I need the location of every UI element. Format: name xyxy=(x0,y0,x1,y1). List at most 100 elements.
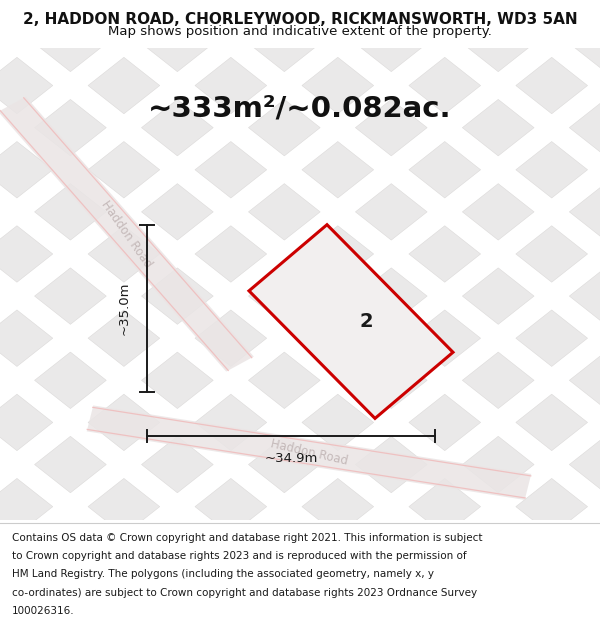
Polygon shape xyxy=(463,352,534,409)
Polygon shape xyxy=(569,352,600,409)
Polygon shape xyxy=(248,184,320,240)
Text: to Crown copyright and database rights 2023 and is reproduced with the permissio: to Crown copyright and database rights 2… xyxy=(12,551,467,561)
Polygon shape xyxy=(88,0,160,29)
Polygon shape xyxy=(35,436,106,492)
Polygon shape xyxy=(409,394,481,451)
Polygon shape xyxy=(302,141,374,198)
Polygon shape xyxy=(88,562,160,619)
Polygon shape xyxy=(88,58,160,114)
Polygon shape xyxy=(516,562,587,619)
Polygon shape xyxy=(35,99,106,156)
Polygon shape xyxy=(409,58,481,114)
Polygon shape xyxy=(355,436,427,492)
Polygon shape xyxy=(248,15,320,72)
Polygon shape xyxy=(409,478,481,535)
Polygon shape xyxy=(248,521,320,577)
Polygon shape xyxy=(516,310,587,366)
Polygon shape xyxy=(355,352,427,409)
Polygon shape xyxy=(463,268,534,324)
Polygon shape xyxy=(88,394,160,451)
Polygon shape xyxy=(195,394,267,451)
Polygon shape xyxy=(463,15,534,72)
Polygon shape xyxy=(569,521,600,577)
Polygon shape xyxy=(195,310,267,366)
Polygon shape xyxy=(142,352,213,409)
Text: 2, HADDON ROAD, CHORLEYWOOD, RICKMANSWORTH, WD3 5AN: 2, HADDON ROAD, CHORLEYWOOD, RICKMANSWOR… xyxy=(23,12,577,27)
Polygon shape xyxy=(409,0,481,29)
Polygon shape xyxy=(355,521,427,577)
Polygon shape xyxy=(142,15,213,72)
Polygon shape xyxy=(569,15,600,72)
Polygon shape xyxy=(0,394,53,451)
Polygon shape xyxy=(0,310,53,366)
Polygon shape xyxy=(409,310,481,366)
Polygon shape xyxy=(302,562,374,619)
Text: co-ordinates) are subject to Crown copyright and database rights 2023 Ordnance S: co-ordinates) are subject to Crown copyr… xyxy=(12,588,477,598)
Polygon shape xyxy=(516,141,587,198)
Polygon shape xyxy=(0,562,53,619)
Polygon shape xyxy=(516,478,587,535)
Polygon shape xyxy=(463,436,534,492)
Polygon shape xyxy=(249,224,453,418)
Polygon shape xyxy=(0,0,53,29)
Polygon shape xyxy=(248,268,320,324)
Polygon shape xyxy=(35,15,106,72)
Polygon shape xyxy=(35,352,106,409)
Polygon shape xyxy=(195,0,267,29)
Polygon shape xyxy=(569,99,600,156)
Polygon shape xyxy=(302,226,374,282)
Polygon shape xyxy=(302,58,374,114)
Polygon shape xyxy=(569,268,600,324)
Polygon shape xyxy=(302,310,374,366)
Polygon shape xyxy=(142,99,213,156)
Text: Haddon Road: Haddon Road xyxy=(98,198,154,270)
Polygon shape xyxy=(88,478,160,535)
Text: Haddon Road: Haddon Road xyxy=(269,438,349,468)
Polygon shape xyxy=(355,184,427,240)
Polygon shape xyxy=(142,521,213,577)
Text: 2: 2 xyxy=(359,312,373,331)
Polygon shape xyxy=(0,58,53,114)
Polygon shape xyxy=(463,184,534,240)
Polygon shape xyxy=(88,310,160,366)
Polygon shape xyxy=(0,97,254,372)
Polygon shape xyxy=(516,58,587,114)
Polygon shape xyxy=(302,478,374,535)
Polygon shape xyxy=(142,436,213,492)
Polygon shape xyxy=(142,184,213,240)
Polygon shape xyxy=(516,226,587,282)
Polygon shape xyxy=(355,268,427,324)
Polygon shape xyxy=(409,226,481,282)
Polygon shape xyxy=(248,436,320,492)
Polygon shape xyxy=(35,521,106,577)
Polygon shape xyxy=(355,15,427,72)
Polygon shape xyxy=(516,394,587,451)
Polygon shape xyxy=(409,562,481,619)
Polygon shape xyxy=(195,562,267,619)
Polygon shape xyxy=(409,141,481,198)
Polygon shape xyxy=(463,521,534,577)
Polygon shape xyxy=(569,184,600,240)
Polygon shape xyxy=(142,268,213,324)
Polygon shape xyxy=(463,99,534,156)
Polygon shape xyxy=(569,436,600,492)
Polygon shape xyxy=(88,226,160,282)
Polygon shape xyxy=(355,99,427,156)
Polygon shape xyxy=(35,184,106,240)
Polygon shape xyxy=(516,0,587,29)
Polygon shape xyxy=(195,226,267,282)
Text: ~333m²/~0.082ac.: ~333m²/~0.082ac. xyxy=(148,95,452,122)
Polygon shape xyxy=(0,478,53,535)
Polygon shape xyxy=(195,141,267,198)
Text: Map shows position and indicative extent of the property.: Map shows position and indicative extent… xyxy=(108,25,492,38)
Polygon shape xyxy=(35,268,106,324)
Text: ~35.0m: ~35.0m xyxy=(118,282,131,335)
Text: ~34.9m: ~34.9m xyxy=(265,452,317,465)
Polygon shape xyxy=(248,99,320,156)
Polygon shape xyxy=(248,352,320,409)
Polygon shape xyxy=(88,141,160,198)
Text: Contains OS data © Crown copyright and database right 2021. This information is : Contains OS data © Crown copyright and d… xyxy=(12,532,482,542)
Polygon shape xyxy=(302,394,374,451)
Polygon shape xyxy=(87,406,531,500)
Text: HM Land Registry. The polygons (including the associated geometry, namely x, y: HM Land Registry. The polygons (includin… xyxy=(12,569,434,579)
